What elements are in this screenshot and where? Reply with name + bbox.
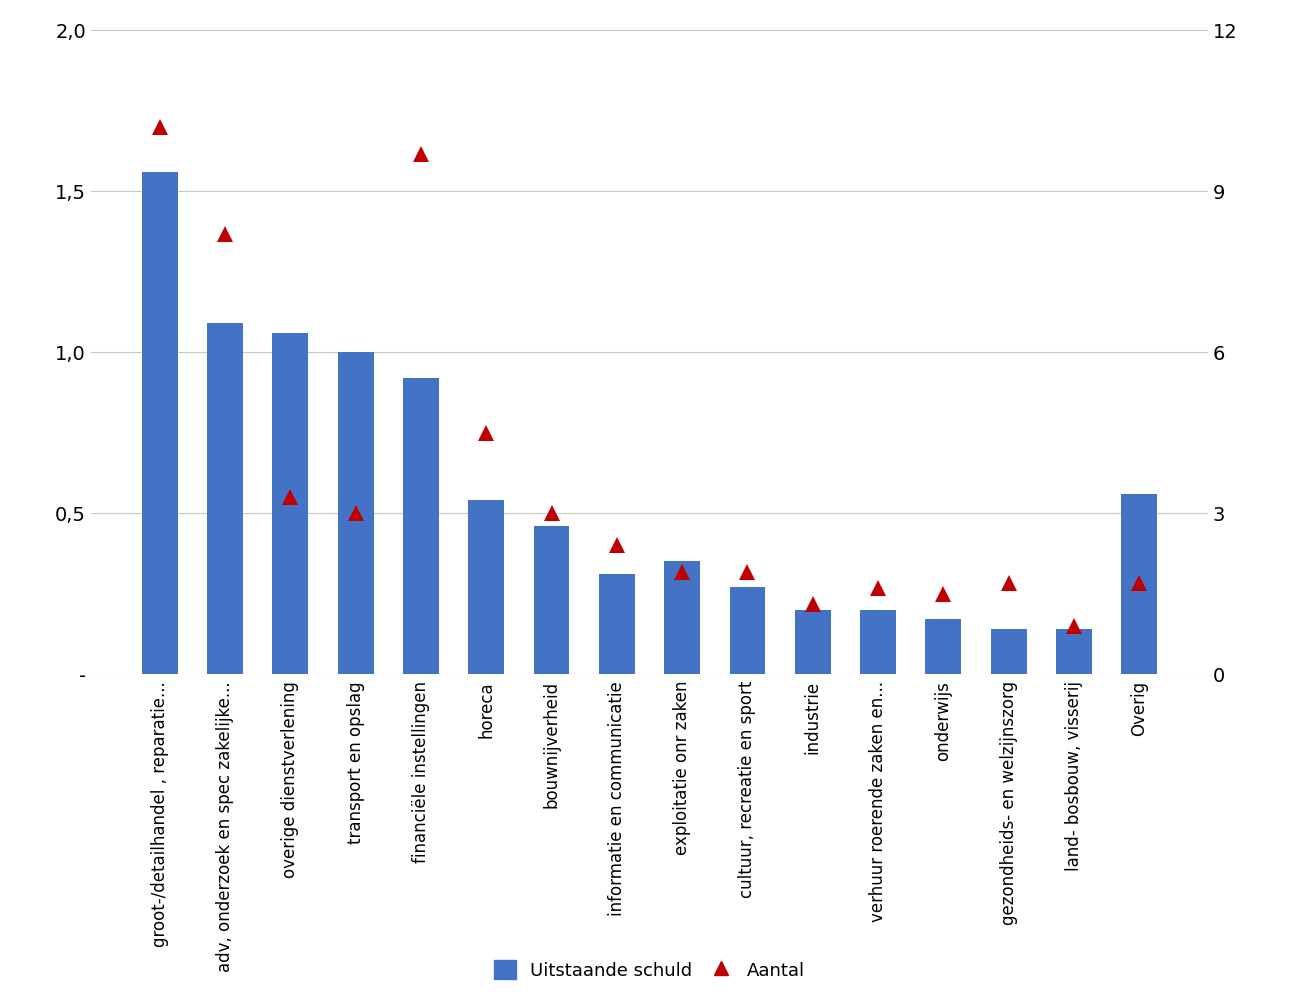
Bar [1121, 494, 1157, 674]
Bar [338, 352, 374, 674]
Bar [991, 629, 1026, 674]
Bar [730, 588, 765, 674]
Legend: Uitstaande schuld, Aantal: Uitstaande schuld, Aantal [487, 953, 812, 987]
Bar [860, 610, 896, 674]
Bar [599, 574, 635, 674]
Bar [142, 172, 178, 674]
Bar [534, 526, 569, 674]
Bar [925, 620, 961, 674]
Bar [403, 378, 439, 674]
Bar [468, 500, 504, 674]
Bar [273, 333, 308, 674]
Bar [795, 610, 831, 674]
Bar [1056, 629, 1092, 674]
Bar [664, 561, 700, 674]
Bar [207, 323, 243, 674]
